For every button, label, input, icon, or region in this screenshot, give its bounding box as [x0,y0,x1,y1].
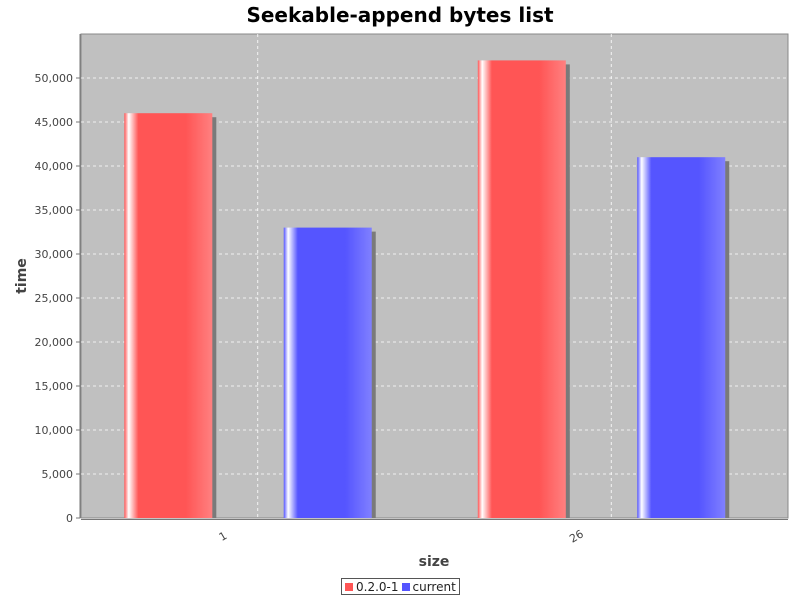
chart-title: Seekable-append bytes list [246,3,554,27]
x-axis-label: size [419,554,450,570]
bar-current-26 [637,157,726,518]
y-tick-label: 0 [66,512,73,525]
legend-item: current [401,579,456,594]
y-tick-label: 25,000 [35,292,74,305]
bars [124,60,730,519]
bar-0-2-0-1-1 [124,113,213,518]
bar-current-1 [283,227,372,518]
legend-label: current [412,579,456,594]
y-tick-label: 50,000 [35,72,74,85]
legend-swatch [401,582,410,591]
y-tick-label: 5,000 [42,468,74,481]
y-tick-label: 45,000 [35,116,74,129]
y-tick-label: 10,000 [35,424,74,437]
legend-swatch [345,582,353,591]
y-tick-label: 35,000 [35,204,74,217]
axes: 0 5,000 10,000 15,000 20,000 25,000 30,000 35,0… [35,34,788,546]
legend-item: 0.2.0-1 [345,580,399,594]
y-tick-label: 40,000 [35,160,74,173]
legend-label: 0.2.0-1 [356,579,399,594]
bar-0-2-0-1-26 [477,60,566,519]
y-axis-label: time [14,258,30,294]
x-tick-label: 26 [567,527,586,545]
legend: 0.2.0-1 current [341,578,460,595]
y-tick-label: 30,000 [35,248,74,261]
x-tick-label: 1 [217,529,230,544]
y-tick-label: 15,000 [35,380,74,393]
y-tick-label: 20,000 [35,336,74,349]
